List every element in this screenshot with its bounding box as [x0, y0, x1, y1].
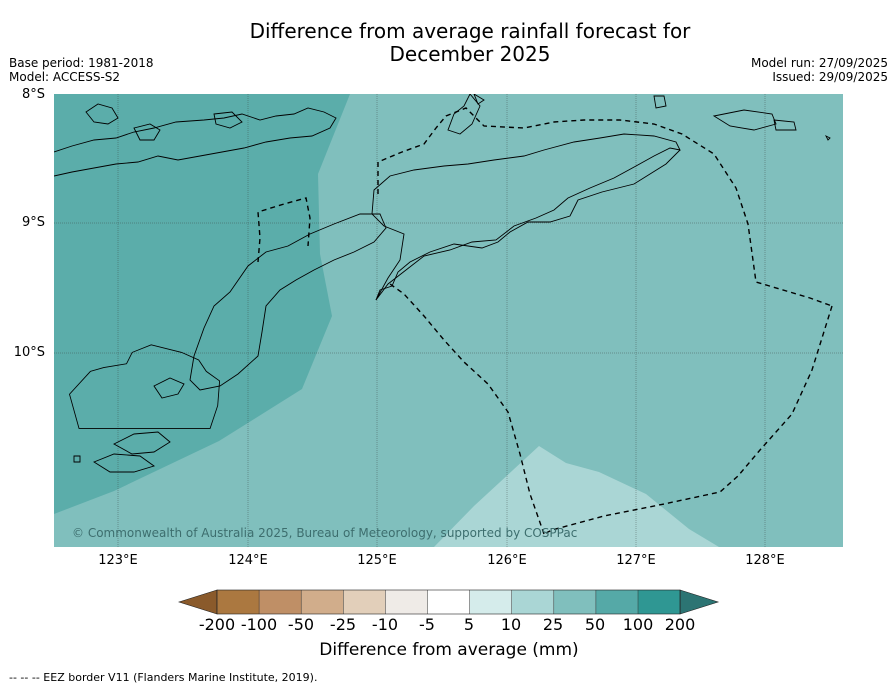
model-run: Model run: 27/09/2025 — [750, 56, 888, 70]
cb-tick-11: 200 — [664, 615, 696, 634]
meta-left: Base period: 1981-2018 Model: ACCESS-S2 — [9, 56, 154, 84]
colorbar-bin-5 — [427, 590, 470, 614]
island-islet-2 — [473, 94, 485, 105]
colorbar-extend-low — [178, 589, 218, 615]
rainfall-map[interactable] — [54, 94, 843, 547]
island-islet-4 — [824, 134, 831, 141]
colorbar-bin-3 — [343, 590, 386, 614]
graticule — [54, 94, 843, 547]
island-flores-coast — [54, 107, 337, 177]
island-alor — [213, 111, 243, 129]
colorbar-bin-7 — [511, 590, 555, 614]
island-islet-3 — [73, 455, 81, 463]
colorbar-bin-10 — [638, 590, 681, 614]
bin-10-25-region — [434, 446, 719, 547]
island-sawu — [113, 431, 171, 455]
cb-tick-8: 25 — [542, 615, 564, 634]
model-name: Model: ACCESS-S2 — [9, 70, 121, 84]
meta-right: Model run: 27/09/2025 Issued: 29/09/2025 — [751, 56, 888, 84]
map-title: Difference from average rainfall forecas… — [220, 20, 720, 66]
lon-label-128e: 128°E — [745, 553, 785, 568]
bin-50-100-region — [54, 94, 350, 514]
island-timor-outline — [371, 133, 681, 301]
eez-border — [257, 107, 833, 535]
eez-border-west — [389, 283, 545, 535]
lon-label-127e: 127°E — [616, 553, 656, 568]
lat-label-8s: 8°S — [21, 87, 45, 102]
colorbar-bin-0 — [217, 590, 260, 614]
island-small-north-2 — [133, 123, 161, 141]
cb-tick-2: -50 — [287, 615, 315, 634]
cb-tick-4: -10 — [371, 615, 399, 634]
colorbar — [178, 589, 720, 615]
colorbar-bin-1 — [259, 590, 302, 614]
island-wetar-east-2 — [773, 119, 797, 131]
island-timor-north-coast — [375, 149, 681, 301]
colorbar-extend-high — [679, 589, 720, 615]
island-west-timor-outline — [189, 213, 387, 391]
cb-tick-5: -5 — [419, 615, 435, 634]
lon-label-123e: 123°E — [98, 553, 138, 568]
lon-label-125e: 125°E — [357, 553, 397, 568]
eez-border-oecusse — [257, 197, 311, 263]
colorbar-label: Difference from average (mm) — [319, 640, 579, 660]
island-wetar-east — [712, 109, 777, 131]
island-small-north — [85, 103, 119, 125]
title-line-1: Difference from average rainfall forecas… — [249, 19, 691, 43]
colorbar-frame — [216, 589, 681, 615]
island-roti-coast — [153, 377, 185, 399]
island-islet-1 — [653, 95, 667, 109]
colorbar-bin-2 — [301, 590, 344, 614]
colorbar-bin-8 — [553, 590, 597, 614]
cb-tick-7: 10 — [500, 615, 522, 634]
eez-border-east — [543, 305, 833, 535]
cb-tick-9: 50 — [584, 615, 606, 634]
cb-tick-3: -25 — [329, 615, 357, 634]
lat-label-10s: 10°S — [13, 345, 45, 360]
island-sumba-outline — [69, 344, 221, 429]
lat-label-9s: 9°S — [21, 215, 45, 230]
cb-tick-0: -200 — [198, 615, 236, 634]
island-atauro — [447, 94, 481, 135]
colorbar-bin-6 — [469, 590, 513, 614]
base-period: Base period: 1981-2018 — [9, 56, 154, 70]
island-sumba-south — [93, 453, 156, 473]
cb-tick-1: -100 — [240, 615, 278, 634]
eez-border-north — [377, 107, 833, 307]
cb-tick-10: 100 — [622, 615, 654, 634]
eez-legend-footnote: -- -- -- EEZ border V11 (Flanders Marine… — [9, 671, 318, 684]
coastlines — [54, 94, 831, 473]
title-line-2: December 2025 — [389, 42, 551, 66]
lon-label-126e: 126°E — [487, 553, 527, 568]
colorbar-bin-9 — [595, 590, 639, 614]
lon-label-124e: 124°E — [228, 553, 268, 568]
cb-tick-6: 5 — [463, 615, 475, 634]
issued-date: Issued: 29/09/2025 — [772, 70, 888, 84]
colorbar-bin-4 — [385, 590, 428, 614]
copyright-notice: © Commonwealth of Australia 2025, Bureau… — [72, 526, 578, 540]
